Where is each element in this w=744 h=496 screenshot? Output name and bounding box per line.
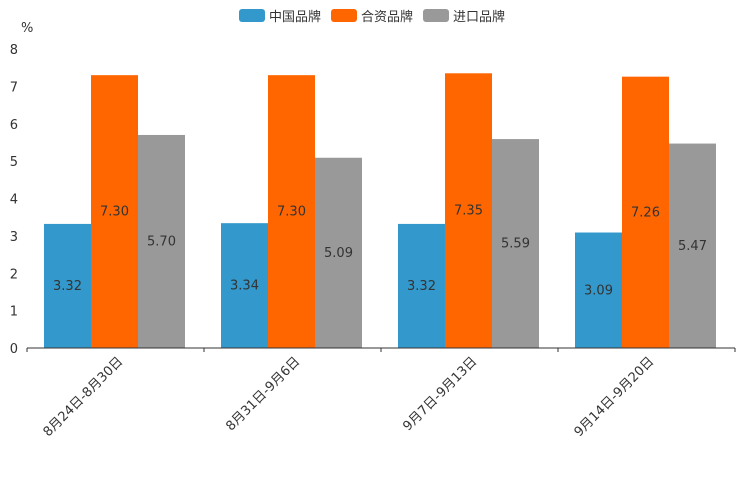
bar <box>575 232 622 348</box>
bar <box>315 157 362 348</box>
x-tick-label: 9月14日-9月20日 <box>572 354 658 440</box>
legend-item-import[interactable]: 进口品牌 <box>423 6 505 25</box>
bar-value-label: 7.26 <box>631 205 660 220</box>
y-tick-label: 8 <box>10 43 18 58</box>
legend-label-import: 进口品牌 <box>453 10 506 25</box>
bar-value-label: 5.09 <box>324 246 353 261</box>
legend-swatch-import <box>423 9 449 22</box>
bar <box>221 223 268 348</box>
bar-value-label: 7.30 <box>100 205 129 220</box>
bar-value-label: 7.35 <box>454 204 483 219</box>
legend-item-domestic[interactable]: 中国品牌 <box>238 6 321 25</box>
bar-value-label: 3.32 <box>407 279 436 294</box>
x-tick-label: 8月24日-8月30日 <box>41 354 127 440</box>
bar <box>138 134 185 348</box>
legend-swatch-domestic <box>238 9 265 22</box>
y-tick-label: 1 <box>10 305 18 320</box>
bar <box>268 75 315 348</box>
y-tick-label: 3 <box>10 230 18 245</box>
bar-value-label: 7.30 <box>277 205 306 220</box>
bar <box>44 223 91 348</box>
y-tick-label: 7 <box>10 80 18 95</box>
bar <box>91 75 138 348</box>
legend-item-jv[interactable]: 合资品牌 <box>330 6 413 25</box>
x-tick-label: 9月7日-9月13日 <box>400 354 480 434</box>
y-tick-label: 5 <box>10 155 18 170</box>
y-tick-label: 2 <box>10 267 18 282</box>
y-tick-label: 6 <box>10 118 18 133</box>
legend-label-jv: 合资品牌 <box>360 10 413 25</box>
y-tick-label: 4 <box>10 193 18 208</box>
bar <box>622 76 669 348</box>
bar <box>445 73 492 348</box>
x-tick-label: 8月31日-9月6日 <box>223 354 303 434</box>
bar-value-label: 3.34 <box>230 279 259 294</box>
legend-label-domestic: 中国品牌 <box>268 10 321 25</box>
legend-swatch-jv <box>330 9 357 22</box>
y-tick-label: 0 <box>10 342 18 357</box>
bar-value-label: 5.47 <box>678 239 707 254</box>
bar <box>398 223 445 348</box>
y-axis-unit: % <box>21 21 34 36</box>
legend: 中国品牌 合资品牌 进口品牌 <box>0 6 744 25</box>
bar-value-label: 3.32 <box>53 279 82 294</box>
bar-value-label: 5.70 <box>147 234 176 249</box>
bar-value-label: 5.59 <box>501 237 530 252</box>
bar <box>669 143 716 348</box>
bar-value-label: 3.09 <box>584 283 613 298</box>
bar <box>492 139 539 348</box>
